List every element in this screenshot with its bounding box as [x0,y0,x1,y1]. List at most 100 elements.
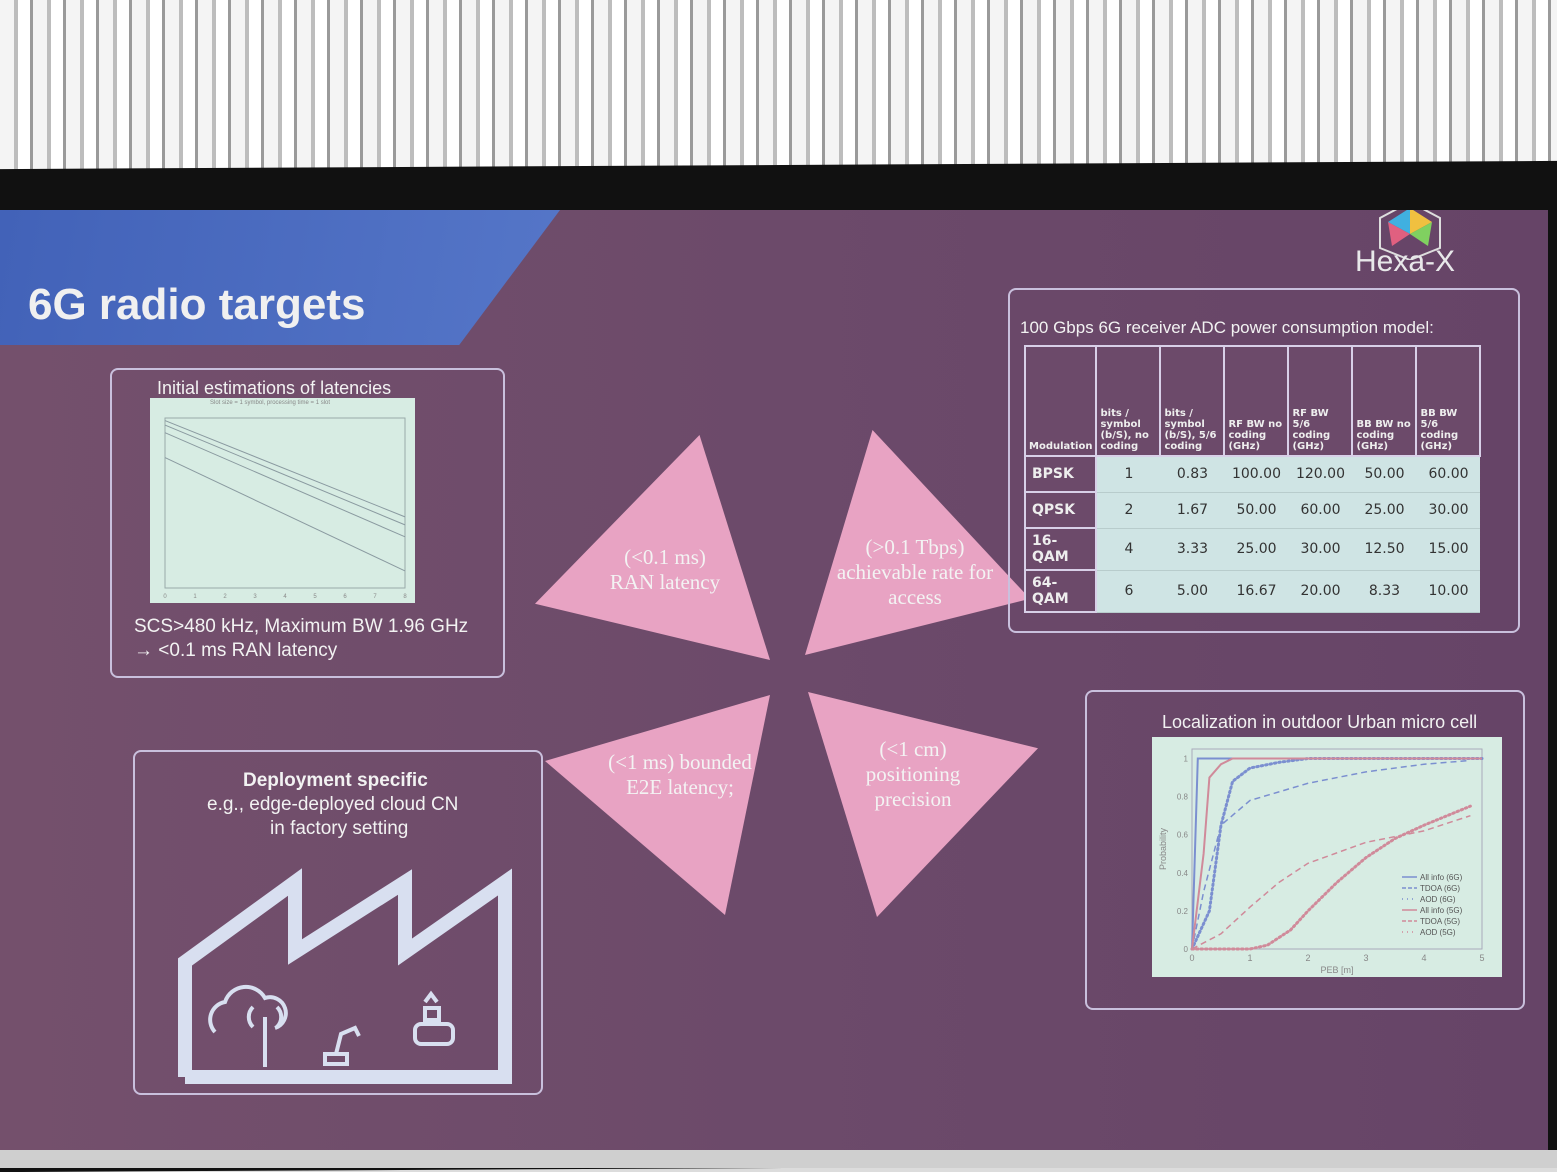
latency-caption-2: → <0.1 ms RAN latency [134,640,338,661]
latency-panel: Initial estimations of latencies Slot si… [110,368,505,678]
target-triangle-positioning: (<1 cm) positioning precision [808,692,1038,917]
deployment-line-2: in factory setting [270,818,409,839]
table-cell: 6 [1096,570,1161,613]
deployment-line-1: e.g., edge-deployed cloud CN [207,794,459,815]
target-triangle-ran-latency: (<0.1 ms) RAN latency [535,435,770,660]
localization-panel: Localization in outdoor Urban micro cell… [1085,690,1525,1010]
triangle-line: achievable rate for [836,560,994,585]
latency-series-line [164,424,406,526]
table-cell: 100.00 [1224,456,1289,493]
x-tick-label: 2 [223,594,227,600]
adc-table: Modulation bits / symbol (b/S), no codin… [1023,345,1482,613]
table-row: QPSK 2 1.67 50.00 60.00 25.00 30.00 [1023,491,1481,529]
legend-entry: All info (5G) [1420,906,1463,915]
table-cell: 8.33 [1352,570,1417,613]
latency-series-line [164,432,406,538]
plot-frame [1191,748,1483,950]
table-cell: 25.00 [1352,492,1417,529]
y-axis-label: Probability [1158,827,1168,870]
x-tick-label: 1 [193,594,197,600]
factory-icon [178,868,512,1084]
series-line-5 [1190,804,1472,951]
table-cell: 16.67 [1224,570,1289,613]
x-tick-label: 0 [1189,953,1194,963]
table-cell: 20.00 [1288,570,1353,613]
legend-entry: TDOA (6G) [1420,884,1460,893]
x-axis-label: PEB [m] [1320,965,1353,975]
deployment-heading: Deployment specific [243,770,428,791]
y-tick-label: 0.2 [1177,907,1189,916]
latency-series-line [164,420,406,518]
series-line-3 [1191,757,1482,950]
x-tick-label: 0 [163,594,167,600]
target-triangle-rate: (>0.1 Tbps) achievable rate for access [805,430,1030,655]
x-tick-label: 4 [1421,953,1426,963]
latency-chart: Slot size = 1 symbol, processing time = … [150,398,415,603]
x-tick-label: 7 [373,594,377,600]
y-tick-label: 1 [1184,755,1189,764]
table-cell: 2 [1096,492,1161,529]
adc-table-heading: 100 Gbps 6G receiver ADC power consumpti… [1020,318,1434,337]
column-header: BB BW no coding (GHz) [1351,345,1418,457]
adc-table-panel: 100 Gbps 6G receiver ADC power consumpti… [1008,288,1520,633]
table-cell: 0.83 [1160,456,1225,493]
column-header: BB BW 5/6 coding (GHz) [1415,345,1482,457]
y-tick-label: 0 [1184,945,1189,954]
legend-entry: AOD (6G) [1420,895,1456,904]
table-cell: 5.00 [1160,570,1225,613]
x-tick-label: 5 [313,594,317,600]
table-cell: 12.50 [1352,528,1417,571]
table-cell: 1 [1096,456,1161,493]
legend-entry: TDOA (5G) [1420,917,1460,926]
table-cell: 50.00 [1352,456,1417,493]
table-cell: 50.00 [1224,492,1289,529]
table-cell: 1.67 [1160,492,1225,529]
column-header: RF BW 5/6 coding (GHz) [1287,345,1354,457]
triangle-line: (>0.1 Tbps) [865,535,965,559]
x-tick-label: 8 [403,594,407,600]
legend-entry: AOD (5G) [1420,928,1456,937]
column-header: Modulation [1023,345,1098,457]
latency-caption-1: SCS>480 kHz, Maximum BW 1.96 GHz [134,616,469,637]
deployment-panel: Deployment specific e.g., edge-deployed … [133,750,543,1095]
table-cell: 3.33 [1160,528,1225,571]
conveyor-icon [413,990,455,1046]
table-cell: 30.00 [1288,528,1353,571]
x-tick-label: 3 [1363,953,1368,963]
table-cell: 15.00 [1416,528,1481,571]
x-tick-label: 1 [1247,953,1252,963]
logo-text: Hexa-X [1355,245,1456,278]
latency-series-line [164,457,406,572]
y-tick-label: 0.4 [1177,869,1189,878]
localization-heading: Localization in outdoor Urban micro cell [1162,712,1478,732]
plot-frame [164,417,406,589]
triangle-line: RAN latency [609,570,721,595]
title-band [0,210,560,345]
table-cell: 4 [1096,528,1161,571]
table-row: BPSK 1 0.83 100.00 120.00 50.00 60.00 [1023,455,1481,493]
column-header: bits / symbol (b/S), 5/6 coding [1159,345,1226,457]
hexagon-logo-icon [1379,210,1441,260]
table-cell: 60.00 [1416,456,1481,493]
triangle-line: E2E latency; [626,775,734,800]
series-line-1 [1191,759,1471,950]
legend-entry: All info (6G) [1420,873,1463,882]
cloud-antenna-icon [208,984,288,1067]
triangle-line: precision [874,787,952,812]
localization-chart: All info (6G) TDOA (6G) AOD (6G) All info (… [1152,737,1502,977]
x-tick-label: 4 [283,594,287,600]
target-triangle-e2e-latency: (<1 ms) bounded E2E latency; [545,695,770,915]
triangle-line: (<1 ms) bounded [608,750,752,774]
modulation-cell: BPSK [1023,455,1098,493]
slide-title: 6G radio targets [28,280,366,329]
triangle-line: access [888,585,942,610]
triangle-line: positioning [865,762,961,787]
table-cell: 25.00 [1224,528,1289,571]
x-tick-label: 5 [1479,953,1484,963]
x-tick-label: 3 [253,594,257,600]
modulation-cell: 64-QAM [1023,569,1098,613]
latency-plot: 0 1 2 3 4 5 6 7 8 [163,417,407,600]
robot-arm-icon [323,1025,361,1066]
table-cell: 10.00 [1416,570,1481,613]
table-cell: 120.00 [1288,456,1353,493]
